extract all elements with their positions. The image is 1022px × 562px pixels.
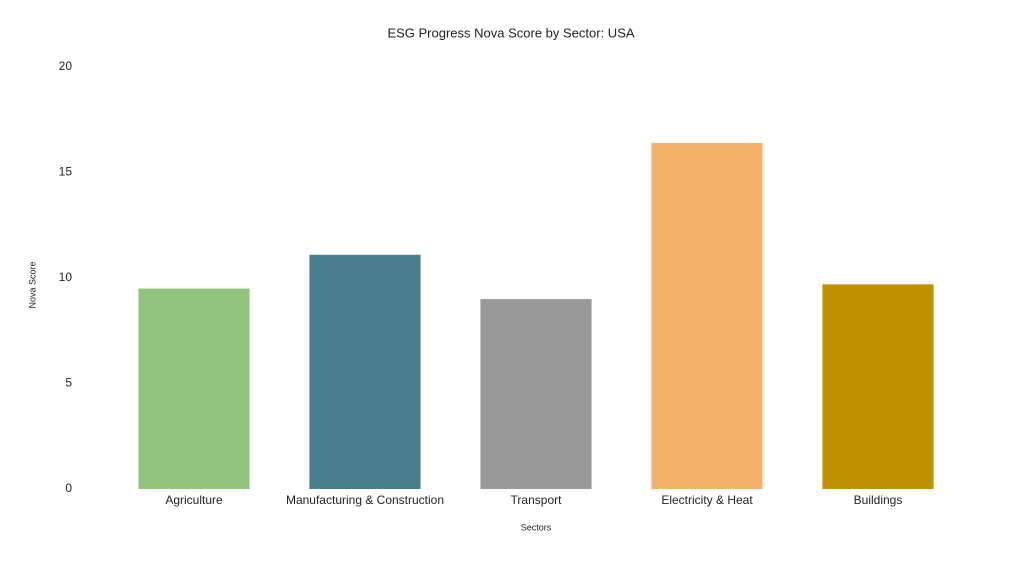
x-tick-label: Agriculture [165,493,223,507]
bar [822,284,934,489]
bar [138,288,250,489]
y-tick-label: 5 [65,376,72,390]
x-tick-label: Manufacturing & Construction [286,493,444,507]
y-tick-label: 15 [59,165,73,179]
bar [480,299,592,489]
x-tick-label: Buildings [854,493,903,507]
chart-title: ESG Progress Nova Score by Sector: USA [387,25,634,40]
y-tick-label: 0 [65,481,72,495]
x-tick-label: Electricity & Heat [661,493,753,507]
y-axis-label: Nova Score [27,261,37,308]
x-axis-label: Sectors [521,522,552,532]
y-tick-label: 10 [59,270,73,284]
bar [651,142,763,489]
bar [309,254,421,489]
y-tick-label: 20 [59,59,73,73]
x-tick-label: Transport [511,493,563,507]
